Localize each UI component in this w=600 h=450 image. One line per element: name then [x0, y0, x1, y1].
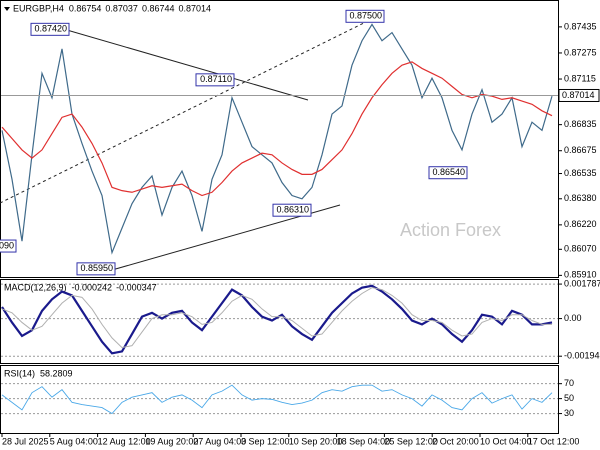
y-tick-label: 0.001787	[564, 278, 600, 288]
indicator-line	[1, 284, 553, 355]
rsi-pane	[0, 365, 559, 434]
price-annotation: 0.85950	[80, 263, 113, 273]
indicator-line	[1, 384, 553, 415]
y-tick-label: 0.00	[564, 313, 582, 323]
price-annotation: 090	[0, 240, 14, 250]
y-tick-label: 0.86835	[564, 119, 597, 129]
y-tick-label: 0.86675	[564, 145, 597, 155]
y-tick-label: 0.87115	[564, 73, 596, 83]
x-tick-label: 17 Oct 12:00	[528, 436, 580, 446]
x-tick-label: 28 Jul 2025	[2, 436, 49, 446]
y-tick-label: 0.85910	[564, 270, 597, 280]
price-annotation-box	[428, 166, 468, 180]
pane-title: MACD(12,26,9)	[4, 282, 67, 292]
header-value: -0.000347	[116, 282, 157, 292]
moving-average	[1, 61, 553, 197]
x-tick-label: 3 Sep 12:00	[241, 436, 290, 446]
y-tick-label: 0.86070	[564, 244, 597, 254]
y-tick-label: 0.87275	[564, 47, 597, 57]
y-tick-label: 0.86380	[564, 193, 597, 203]
macd-pane	[0, 279, 559, 364]
last-price-box	[558, 88, 600, 102]
x-tick-label: 10 Oct 04:00	[480, 436, 532, 446]
y-tick-label: -0.001948	[564, 351, 600, 361]
watermark: Action Forex	[400, 220, 501, 240]
last-price-label: 0.87014	[562, 90, 595, 100]
y-tick-label: 0.86220	[564, 219, 597, 229]
price-annotation-box	[0, 239, 17, 253]
price-annotation-box	[345, 9, 385, 23]
y-tick-label: 70	[564, 378, 574, 388]
header-value: -0.000242	[72, 282, 113, 292]
x-tick-label: 10 Sep 20:00	[289, 436, 343, 446]
x-tick-label: 25 Sep 12:00	[384, 436, 438, 446]
y-tick-label: 0.86535	[564, 168, 597, 178]
trend-line	[59, 27, 309, 101]
x-tick-label: 19 Aug 20:00	[145, 436, 198, 446]
price-pane	[0, 0, 559, 278]
header-value: 0.87014	[179, 3, 212, 13]
price-annotation: 0.87420	[34, 24, 67, 34]
x-tick-label: 18 Sep 04:00	[337, 436, 391, 446]
y-tick-label: 30	[564, 408, 574, 418]
price-annotation: 0.87110	[200, 74, 232, 84]
header-value: 0.86744	[142, 3, 175, 13]
price-annotation: 0.86540	[432, 167, 465, 177]
price-line	[1, 23, 553, 255]
x-tick-label: 2 Oct 20:00	[432, 436, 479, 446]
y-tick-label: 50	[564, 393, 574, 403]
price-annotation-box	[30, 22, 70, 36]
price-annotation: 0.86310	[276, 205, 309, 215]
x-tick-label: 27 Aug 04:00	[193, 436, 246, 446]
y-tick-label: 0.87435	[564, 21, 597, 31]
pane-title: RSI(14)	[4, 368, 35, 378]
price-annotation-box	[76, 262, 116, 276]
channel-line	[0, 14, 381, 204]
price-annotation-box	[272, 203, 312, 217]
price-annotation: 0.87500	[349, 11, 382, 21]
header-value: 0.86754	[69, 3, 102, 13]
signal-line	[1, 287, 552, 349]
header-value: 0.87037	[105, 3, 138, 13]
menu-arrow	[4, 7, 10, 11]
chart-layer: 0.87435 0.87275 0.87115 0.86835 0.86675 0.865…	[0, 3, 600, 446]
x-tick-label: 5 Aug 04:00	[50, 436, 98, 446]
price-annotation-box	[195, 73, 235, 87]
header-value: 58.2809	[40, 368, 73, 378]
x-tick-label: 12 Aug 12:00	[98, 436, 151, 446]
pane-title: EURGBP,H4	[13, 3, 64, 13]
